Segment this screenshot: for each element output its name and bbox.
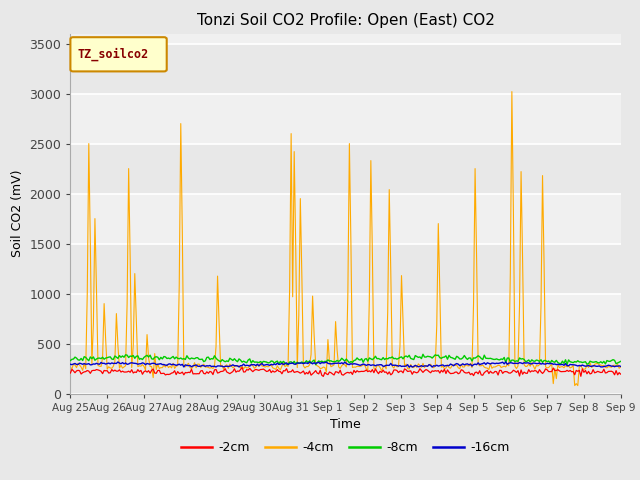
-8cm (419, 351, 427, 357)
-8cm (488, 356, 496, 361)
-4cm (67, 365, 74, 371)
Bar (70, 94, 621, 144)
Bar (70, 294, 621, 344)
Bar (70, 144, 621, 193)
-16cm (105, 360, 113, 366)
-8cm (575, 359, 583, 365)
-2cm (575, 368, 583, 373)
Legend: -2cm, -4cm, -8cm, -16cm: -2cm, -4cm, -8cm, -16cm (176, 436, 515, 459)
Bar (70, 44, 621, 94)
-2cm (67, 370, 74, 376)
-8cm (67, 358, 74, 363)
-2cm (372, 366, 380, 372)
FancyBboxPatch shape (70, 37, 166, 72)
Text: TZ_soilco2: TZ_soilco2 (77, 48, 149, 61)
-4cm (86, 240, 94, 247)
Line: -2cm: -2cm (70, 367, 640, 376)
-16cm (86, 362, 94, 368)
-2cm (238, 364, 246, 370)
-4cm (571, 383, 579, 388)
-2cm (488, 370, 496, 376)
-8cm (312, 362, 319, 368)
-16cm (486, 361, 494, 367)
Bar (70, 193, 621, 243)
Title: Tonzi Soil CO2 Profile: Open (East) CO2: Tonzi Soil CO2 Profile: Open (East) CO2 (196, 13, 495, 28)
-4cm (369, 251, 376, 257)
Line: -4cm: -4cm (70, 92, 640, 385)
-16cm (502, 359, 509, 365)
-8cm (86, 354, 94, 360)
-2cm (86, 371, 94, 376)
X-axis label: Time: Time (330, 418, 361, 431)
Line: -16cm: -16cm (70, 362, 640, 367)
-2cm (319, 373, 327, 379)
-4cm (485, 367, 493, 372)
-16cm (369, 362, 376, 368)
-8cm (370, 355, 378, 361)
-4cm (105, 364, 113, 370)
Bar (70, 243, 621, 294)
Y-axis label: Soil CO2 (mV): Soil CO2 (mV) (11, 170, 24, 257)
-16cm (67, 361, 74, 367)
Line: -8cm: -8cm (70, 354, 640, 365)
-4cm (508, 89, 516, 95)
Bar (70, 344, 621, 394)
-16cm (405, 364, 413, 370)
-2cm (105, 370, 113, 376)
-4cm (575, 363, 583, 369)
-8cm (105, 354, 113, 360)
-16cm (575, 362, 583, 368)
